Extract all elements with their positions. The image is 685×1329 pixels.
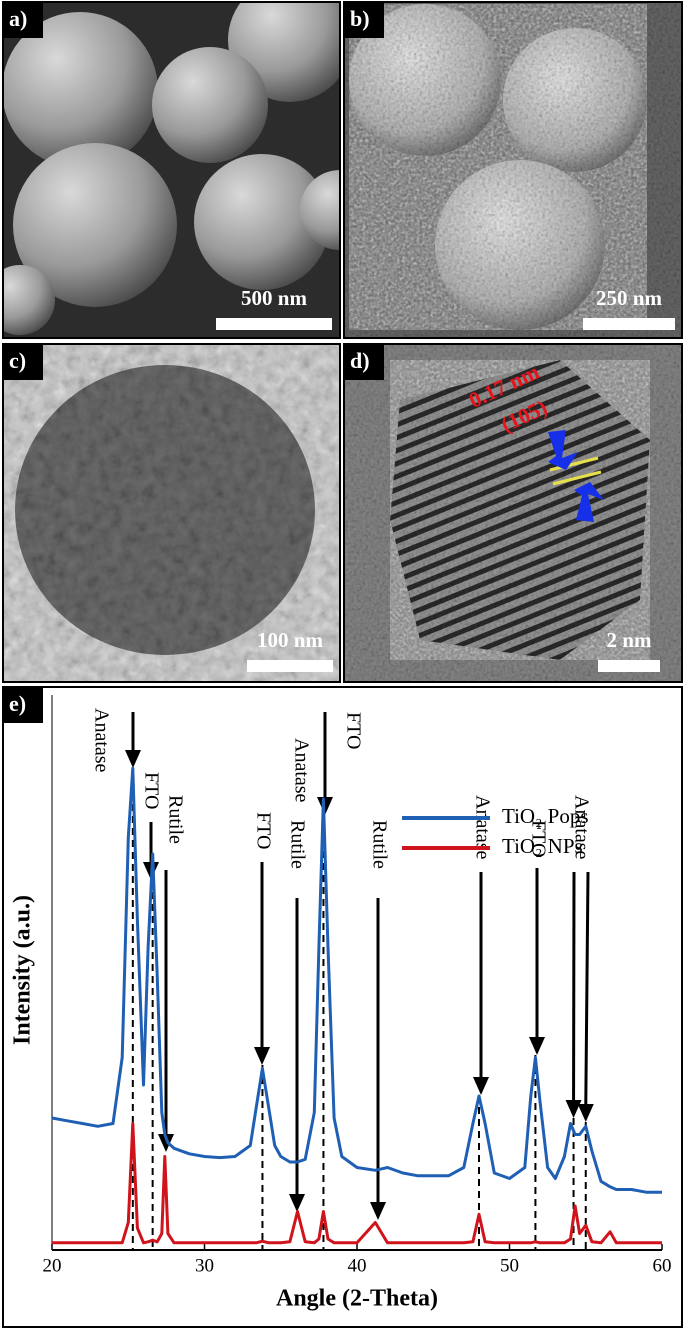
arrow-head <box>565 1100 582 1118</box>
annotation: FTO <box>140 772 162 809</box>
x-tick-label: 30 <box>195 1255 214 1276</box>
panel-label: e) <box>9 691 26 716</box>
series-line <box>51 766 662 1194</box>
scale-bar <box>247 660 333 672</box>
arrow-head <box>254 1047 270 1065</box>
panel-frame <box>2 343 341 683</box>
annotation: FTO <box>342 712 364 749</box>
x-tick-label: 50 <box>500 1255 519 1276</box>
annotation: Rutile <box>286 820 308 869</box>
arrow-head <box>289 1194 305 1212</box>
scale-bar-label: 500 nm <box>241 286 307 310</box>
scale-bar-label: 2 nm <box>607 628 652 652</box>
arrow-shaft <box>584 871 590 1109</box>
panel-d <box>344 344 682 682</box>
panel-label: b) <box>350 6 370 31</box>
annotation: Rutile <box>164 795 186 844</box>
panel-label: c) <box>9 348 26 373</box>
series-line <box>52 1122 662 1245</box>
y-axis-label: Intensity (a.u.) <box>10 895 36 1045</box>
annotation: Anatase <box>471 795 493 860</box>
panel-frame <box>2 1 341 339</box>
x-axis-label: Angle (2-Theta) <box>276 1286 438 1312</box>
plot: e) 20 30 40 50 60 Angle (2-Theta) Intensity (a.… <box>3 687 672 1312</box>
legend-label: TiO₂ NPs <box>502 834 583 858</box>
panel-b <box>344 2 682 338</box>
scale-bar <box>216 318 332 330</box>
legend-label: TiO₂ Pops <box>502 804 589 828</box>
panel-label-box <box>3 2 43 38</box>
arrow-head <box>529 1037 545 1055</box>
panel-frame <box>2 686 683 1328</box>
arrow-head <box>158 1134 174 1152</box>
scale-bar-label: 250 nm <box>596 286 662 310</box>
panel-c <box>3 344 340 682</box>
annotation: Anatase <box>90 708 112 773</box>
panel-label-box <box>344 2 384 38</box>
annotation: FTO <box>527 820 549 857</box>
panel-label-box <box>344 344 384 380</box>
x-tick-label: 60 <box>653 1255 672 1276</box>
panel-frame <box>343 1 683 339</box>
panel-label: d) <box>350 348 370 373</box>
scale-bar <box>598 660 660 672</box>
panel-label-box <box>3 344 43 380</box>
annotation: FTO <box>252 812 274 849</box>
panel-a <box>3 2 340 338</box>
annotation: Anatase <box>290 738 312 803</box>
scale-bar <box>583 318 675 330</box>
x-tick-label: 20 <box>43 1255 62 1276</box>
arrow-head <box>473 1077 489 1095</box>
arrow-head <box>370 1202 386 1220</box>
annotation: Rutile <box>368 820 390 869</box>
annotation: Anatase <box>570 795 592 860</box>
arrow-head <box>577 1104 594 1122</box>
arrow-head <box>125 750 141 768</box>
scale-bar-label: 100 nm <box>257 628 323 652</box>
panel-label: a) <box>9 6 27 31</box>
panel-label-box <box>3 687 43 723</box>
x-tick-label: 40 <box>348 1255 367 1276</box>
panel-frame <box>343 343 683 683</box>
